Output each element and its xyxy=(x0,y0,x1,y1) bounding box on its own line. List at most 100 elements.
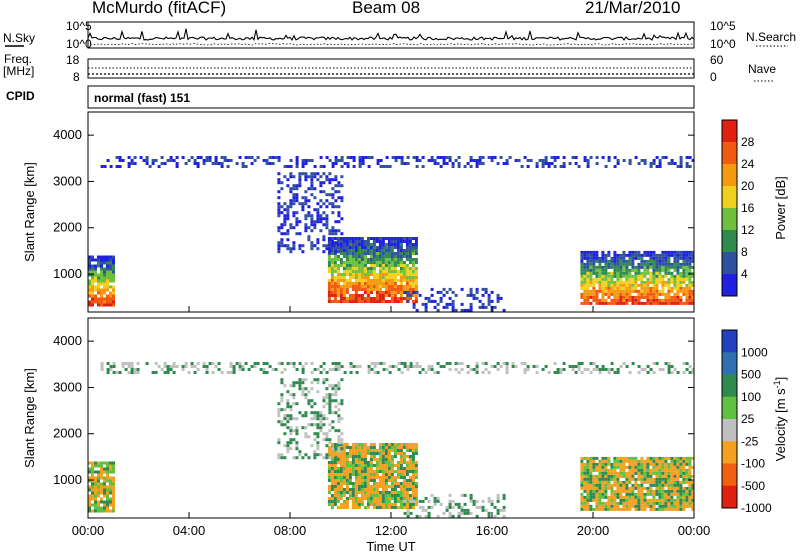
echo-cell xyxy=(625,253,629,257)
echo-cell xyxy=(442,511,446,515)
echo-cell xyxy=(357,237,361,240)
echo-cell xyxy=(316,172,320,176)
echo-cell xyxy=(502,514,506,518)
echo-cell xyxy=(637,265,641,269)
echo-cell xyxy=(292,393,296,397)
echo-cell xyxy=(424,496,428,500)
echo-cell xyxy=(414,282,418,285)
echo-cell xyxy=(412,290,416,294)
echo-cell xyxy=(91,264,94,268)
echo-cell xyxy=(475,296,479,300)
echo-cell xyxy=(433,159,437,162)
echo-cell xyxy=(580,471,584,475)
echo-cell xyxy=(360,488,364,491)
echo-cell xyxy=(421,499,425,503)
echo-cell xyxy=(396,464,400,467)
echo-cell xyxy=(405,246,409,249)
echo-cell xyxy=(396,264,400,267)
echo-cell xyxy=(100,276,103,280)
echo-cell xyxy=(502,308,506,312)
echo-cell xyxy=(667,480,671,484)
echo-cell xyxy=(310,244,314,248)
echo-cell xyxy=(354,443,358,446)
echo-cell xyxy=(592,262,596,266)
echo-cell xyxy=(393,252,397,255)
echo-cell xyxy=(616,371,620,374)
echo-cell xyxy=(616,489,620,493)
echo-cell xyxy=(499,296,503,300)
echo-cell xyxy=(381,506,385,509)
echo-cell xyxy=(352,159,356,162)
echo-cell xyxy=(598,492,602,496)
echo-cell xyxy=(604,468,608,472)
power-colorbar-swatch xyxy=(722,274,737,297)
echo-cell xyxy=(361,156,365,159)
echo-cell xyxy=(369,300,373,303)
echo-cell xyxy=(487,511,491,515)
echo-cell xyxy=(333,449,337,452)
echo-cell xyxy=(292,417,296,421)
echo-cell xyxy=(295,217,299,221)
echo-cell xyxy=(658,265,662,269)
echo-cell xyxy=(384,503,388,506)
echo-cell xyxy=(88,300,91,304)
echo-cell xyxy=(673,480,677,484)
echo-cell xyxy=(384,291,388,294)
echo-cell xyxy=(592,459,596,463)
echo-cell xyxy=(400,162,404,165)
echo-cell xyxy=(610,265,614,269)
echo-cell xyxy=(336,479,340,482)
echo-cell xyxy=(580,280,584,284)
echo-cell xyxy=(339,473,343,476)
echo-cell xyxy=(378,461,382,464)
echo-cell xyxy=(460,287,464,291)
velocity-colorbar-label: Velocity [m s-1] xyxy=(772,377,788,462)
echo-cell xyxy=(673,295,677,299)
echo-cell xyxy=(655,501,659,505)
echo-cell xyxy=(328,399,332,403)
echo-cell xyxy=(405,270,409,273)
echo-cell xyxy=(384,485,388,488)
echo-cell xyxy=(372,449,376,452)
echo-cell xyxy=(390,467,394,470)
echo-cell xyxy=(340,196,344,200)
echo-cell xyxy=(136,362,140,365)
echo-cell xyxy=(346,162,350,165)
echo-cell xyxy=(100,473,103,477)
echo-cell xyxy=(667,465,671,469)
echo-cell xyxy=(679,480,683,484)
echo-cell xyxy=(327,258,331,261)
echo-cell xyxy=(372,476,376,479)
echo-cell xyxy=(292,175,296,179)
echo-cell xyxy=(193,371,197,374)
echo-cell xyxy=(649,501,653,505)
echo-cell xyxy=(325,193,329,197)
velocity-colorbar-swatch xyxy=(722,463,737,487)
echo-cell xyxy=(691,301,695,305)
echo-cell xyxy=(460,508,464,512)
echo-cell xyxy=(586,268,590,272)
echo-cell xyxy=(457,162,461,165)
echo-cell xyxy=(366,506,370,509)
xtick-label: 08:00 xyxy=(274,523,307,538)
echo-cell xyxy=(682,459,686,463)
echo-cell xyxy=(100,362,104,365)
echo-cell xyxy=(337,402,341,406)
echo-cell xyxy=(457,511,461,515)
echo-cell xyxy=(387,258,391,261)
echo-cell xyxy=(598,471,602,475)
echo-cell xyxy=(351,506,355,509)
echo-cell xyxy=(304,387,308,391)
echo-cell xyxy=(88,270,91,274)
echo-cell xyxy=(351,285,355,288)
echo-cell xyxy=(387,237,391,240)
echo-cell xyxy=(408,270,412,273)
echo-cell xyxy=(310,371,314,374)
echo-cell xyxy=(628,280,632,284)
echo-cell xyxy=(667,298,671,302)
velocity-colorbar-swatch xyxy=(722,352,737,375)
echo-cell xyxy=(619,286,623,290)
xtick-label: 04:00 xyxy=(173,523,206,538)
echo-cell xyxy=(406,511,410,515)
